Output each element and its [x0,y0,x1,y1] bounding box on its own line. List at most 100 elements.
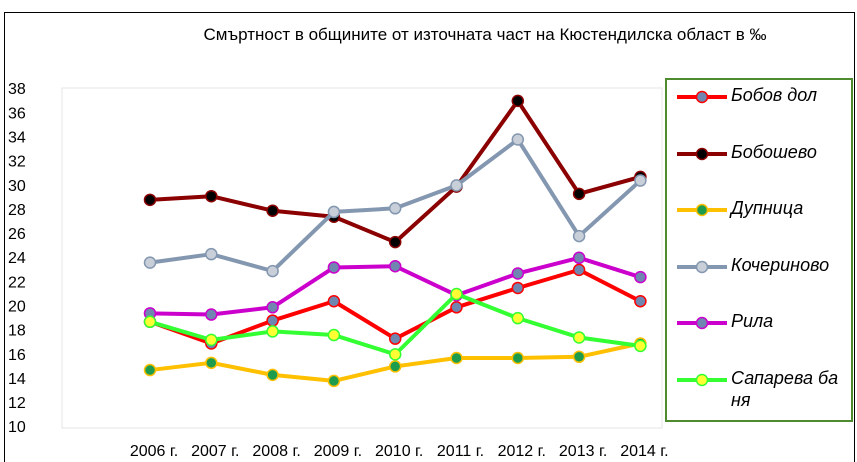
y-tick-label: 14 [8,371,26,388]
legend-swatch [677,316,727,330]
data-point [450,351,463,365]
y-tick-label: 10 [8,419,26,436]
x-tick-label: 2010 г. [375,443,423,460]
legend-swatch [677,90,727,104]
legend: Бобов дол Бобошево Дупница Кочериново Рила Са… [665,78,853,422]
data-point [572,263,586,277]
legend-swatch [677,373,727,386]
data-point [388,202,402,215]
y-tick-label: 18 [8,323,26,340]
x-tick-label: 2014 г. [620,443,668,460]
legend-entry: Дупница [673,197,851,254]
data-point [143,193,157,207]
data-point [450,179,463,192]
data-point [143,315,157,329]
x-tick-label: 2012 г. [498,443,546,460]
data-point [266,264,279,278]
x-tick-label: 2008 г. [252,443,300,460]
y-tick-label: 20 [8,299,26,316]
y-tick-label: 24 [8,250,26,267]
data-point [450,301,463,314]
data-point [634,339,647,353]
data-point [572,229,586,243]
legend-entry: Сапарева баня [673,367,851,424]
legend-marker [695,147,709,160]
legend-swatch [677,147,727,160]
data-point [327,205,341,219]
data-point [143,363,157,377]
data-point [511,281,525,295]
y-tick-label: 32 [8,154,26,171]
legend-label: Кочериново [731,254,830,275]
data-point [511,267,525,280]
data-point [572,187,586,201]
x-tick-label: 2013 г. [559,443,607,460]
data-point [266,204,279,217]
series-line [149,292,641,357]
legend-entry: Рила [673,310,851,367]
data-point [388,235,402,249]
legend-entry: Бобошево [673,141,851,198]
chart-frame [4,12,855,462]
y-tick-label: 26 [8,226,26,243]
data-point [266,325,279,338]
data-point [388,332,402,345]
chart-title: Смъртност в общините от източната част н… [203,25,767,44]
data-point [572,331,586,344]
data-point [572,251,586,265]
data-point [511,351,525,365]
plot-area [61,87,663,429]
data-point [634,174,647,187]
y-tick-label: 16 [8,347,26,364]
data-point [327,295,341,308]
data-point [327,374,341,388]
legend-marker [695,373,709,386]
y-tick-label: 12 [8,395,26,412]
data-point [388,259,402,273]
data-point [266,301,279,314]
x-tick-label: 2006 г. [130,443,178,460]
y-tick-label: 28 [8,202,26,219]
legend-marker [695,203,709,217]
data-point [511,311,525,325]
legend-label: Дупница [731,198,804,218]
legend-marker [695,90,709,104]
legend-label: Бобов дол [731,85,817,105]
y-tick-label: 30 [8,178,26,195]
x-tick-label: 2011 г. [437,443,484,460]
data-point [143,256,157,269]
legend-label: Бобошево [731,141,817,162]
y-tick-label: 22 [8,274,26,291]
data-point [572,350,586,364]
data-point [205,308,218,321]
data-point [327,261,341,274]
data-point [388,360,402,373]
data-point [327,328,341,342]
y-tick-label: 38 [8,81,26,98]
legend-swatch [677,203,727,217]
data-point [511,94,525,108]
data-point [450,287,463,301]
data-point [634,270,647,284]
data-point [634,295,647,308]
legend-label: Сапарева баня [731,367,839,410]
legend-entry: Кочериново [673,254,851,311]
x-tick-label: 2009 г. [314,443,362,460]
data-point [205,247,218,261]
y-tick-label: 36 [8,105,26,122]
data-point [205,189,218,203]
data-point [266,368,279,382]
legend-label: Рила [731,311,774,331]
legend-marker [695,260,709,273]
data-point [388,348,402,361]
x-tick-label: 2007 г. [191,443,239,460]
data-point [511,133,525,146]
series-line [149,98,641,245]
legend-swatch [677,260,727,273]
y-tick-label: 34 [8,130,26,147]
data-point [266,314,279,327]
data-point [205,356,218,370]
legend-entry: Бобов дол [673,84,851,141]
legend-marker [695,316,709,330]
